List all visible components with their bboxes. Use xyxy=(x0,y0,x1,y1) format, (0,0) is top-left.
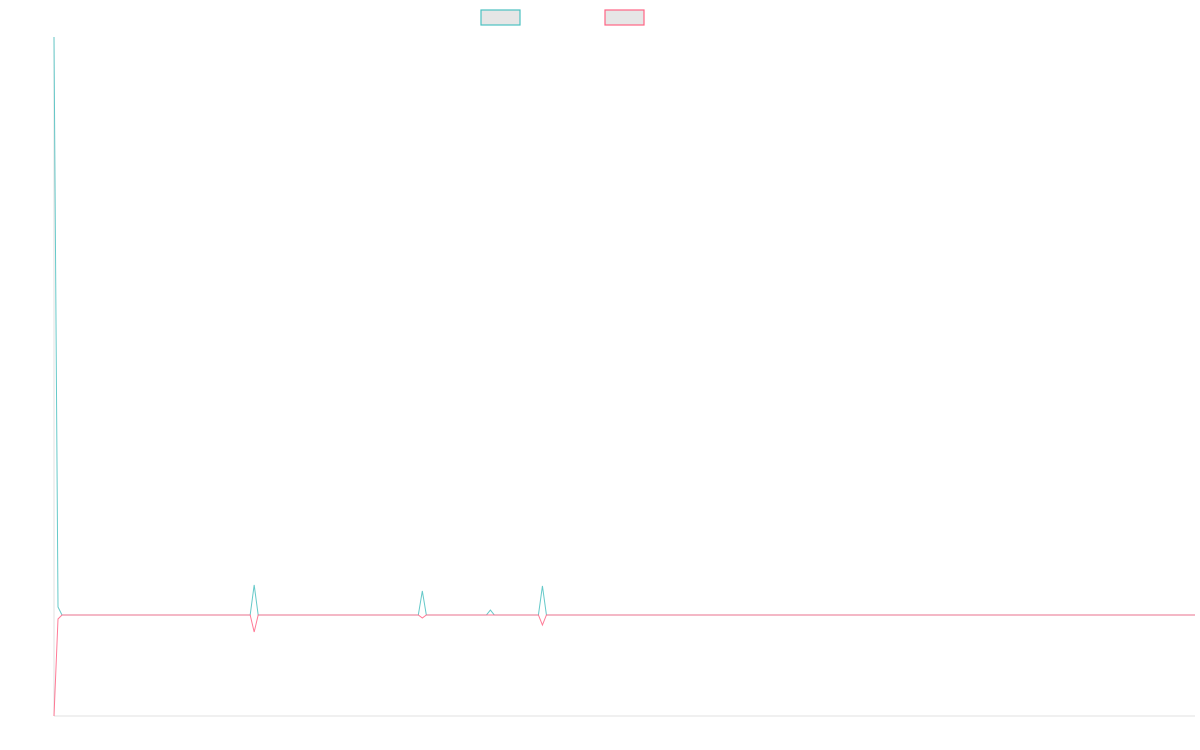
legend-swatch-1[interactable] xyxy=(480,9,521,26)
series-group xyxy=(53,36,1195,717)
legend-swatch-2[interactable] xyxy=(604,9,645,26)
legend xyxy=(480,9,645,26)
series-line-2 xyxy=(53,614,1195,717)
series-line-1 xyxy=(53,36,1195,616)
